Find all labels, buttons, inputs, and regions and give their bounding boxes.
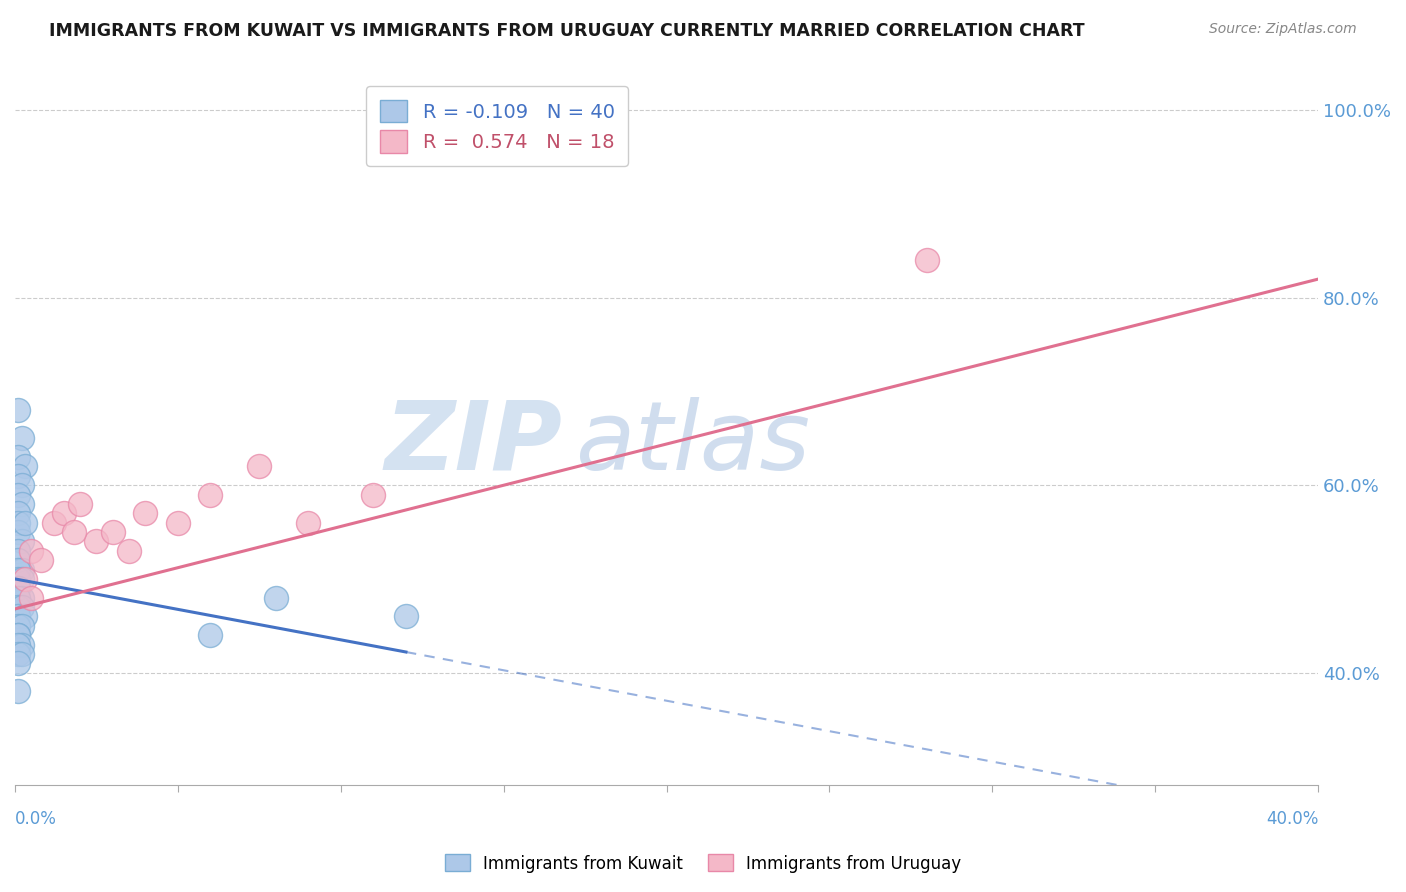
Point xyxy=(395,609,418,624)
Point xyxy=(7,468,30,483)
Point xyxy=(20,544,42,558)
Point xyxy=(200,487,222,501)
Point xyxy=(7,563,30,577)
Point xyxy=(7,516,30,530)
Point xyxy=(10,497,32,511)
Point xyxy=(14,459,37,474)
Point xyxy=(10,647,32,661)
Text: 0.0%: 0.0% xyxy=(15,810,56,828)
Point xyxy=(69,497,91,511)
Point xyxy=(10,563,32,577)
Point xyxy=(20,591,42,605)
Point xyxy=(7,628,30,642)
Point xyxy=(7,619,30,633)
Point xyxy=(7,506,30,520)
Point xyxy=(86,534,108,549)
Point xyxy=(134,506,156,520)
Point xyxy=(7,525,30,540)
Point xyxy=(10,478,32,492)
Legend: Immigrants from Kuwait, Immigrants from Uruguay: Immigrants from Kuwait, Immigrants from … xyxy=(439,847,967,880)
Point xyxy=(7,544,30,558)
Point xyxy=(7,450,30,464)
Point xyxy=(7,572,30,586)
Point xyxy=(14,516,37,530)
Point xyxy=(10,534,32,549)
Point xyxy=(7,403,30,417)
Point xyxy=(7,591,30,605)
Legend: R = -0.109   N = 40, R =  0.574   N = 18: R = -0.109 N = 40, R = 0.574 N = 18 xyxy=(366,87,628,166)
Point xyxy=(7,582,30,596)
Point xyxy=(915,253,938,268)
Point xyxy=(62,525,84,540)
Point xyxy=(10,572,32,586)
Point xyxy=(7,609,30,624)
Point xyxy=(42,516,65,530)
Point xyxy=(363,487,385,501)
Point xyxy=(264,591,287,605)
Point xyxy=(7,600,30,615)
Point xyxy=(10,591,32,605)
Point xyxy=(7,582,30,596)
Point xyxy=(7,638,30,652)
Point xyxy=(14,609,37,624)
Point xyxy=(297,516,319,530)
Point xyxy=(247,459,270,474)
Text: IMMIGRANTS FROM KUWAIT VS IMMIGRANTS FROM URUGUAY CURRENTLY MARRIED CORRELATION : IMMIGRANTS FROM KUWAIT VS IMMIGRANTS FRO… xyxy=(49,22,1085,40)
Point xyxy=(200,628,222,642)
Point xyxy=(167,516,190,530)
Point xyxy=(7,628,30,642)
Point xyxy=(10,638,32,652)
Point xyxy=(118,544,141,558)
Text: Source: ZipAtlas.com: Source: ZipAtlas.com xyxy=(1209,22,1357,37)
Point xyxy=(7,487,30,501)
Point xyxy=(10,600,32,615)
Point xyxy=(7,553,30,567)
Point xyxy=(10,619,32,633)
Text: ZIP: ZIP xyxy=(384,397,562,490)
Point xyxy=(30,553,52,567)
Point xyxy=(7,684,30,698)
Point xyxy=(52,506,75,520)
Point xyxy=(7,647,30,661)
Text: 40.0%: 40.0% xyxy=(1265,810,1319,828)
Point xyxy=(7,657,30,671)
Point xyxy=(14,572,37,586)
Point xyxy=(101,525,124,540)
Text: atlas: atlas xyxy=(575,397,810,490)
Point xyxy=(10,431,32,445)
